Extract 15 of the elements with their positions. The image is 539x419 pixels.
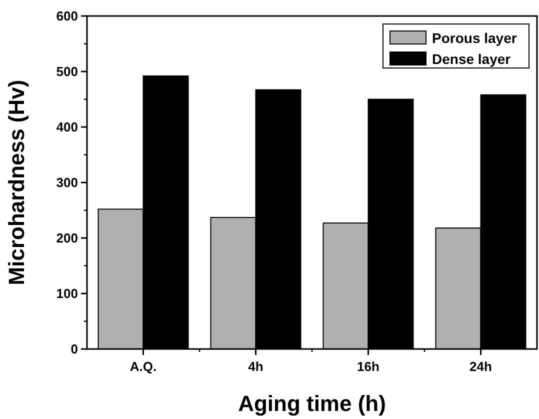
x-tick-label: 4h bbox=[248, 359, 264, 374]
y-tick-label: 500 bbox=[56, 64, 78, 80]
y-tick-label: 400 bbox=[56, 120, 78, 135]
y-tick-label: 600 bbox=[56, 8, 78, 24]
legend-label: Porous layer bbox=[432, 30, 518, 46]
x-tick-label: 16h bbox=[357, 359, 380, 374]
y-tick-label: 100 bbox=[56, 286, 78, 302]
y-axis-title: Microhardness (Hv) bbox=[4, 80, 29, 286]
y-tick-label: 200 bbox=[56, 230, 78, 246]
y-tick-label: 300 bbox=[56, 175, 78, 190]
x-axis-title: Aging time (h) bbox=[238, 391, 386, 416]
y-tick-label: 0 bbox=[70, 342, 78, 357]
legend-label: Dense layer bbox=[432, 50, 512, 67]
x-tick-label: 24h bbox=[470, 359, 492, 374]
x-tick-label: A.Q. bbox=[130, 359, 157, 374]
